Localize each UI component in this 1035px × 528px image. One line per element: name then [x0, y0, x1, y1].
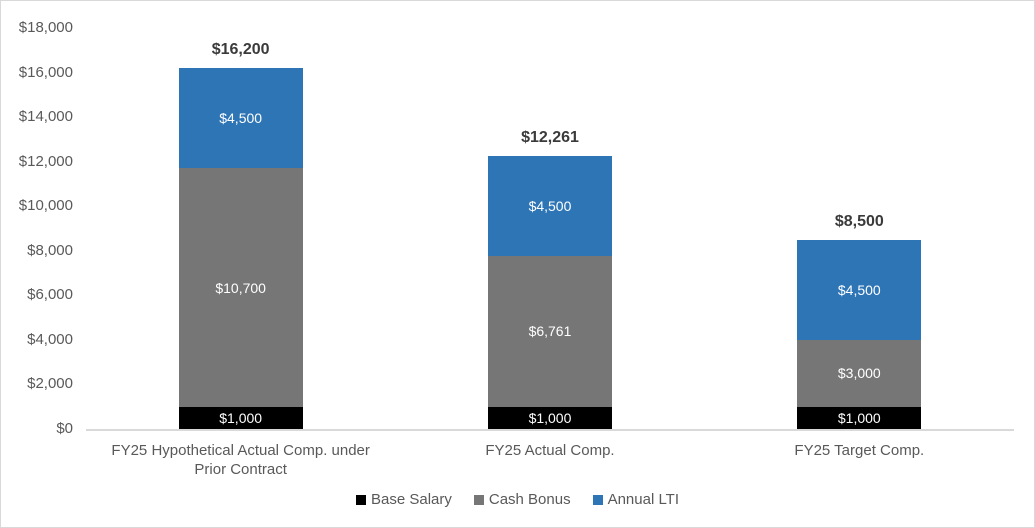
bar-slot: $16,200 $4,500 $10,700 $1,000	[86, 28, 395, 429]
category-label: FY25 Hypothetical Actual Comp. under Pri…	[111, 442, 370, 478]
y-axis-tick-label: $8,000	[27, 241, 73, 259]
bar-total-label: $12,261	[521, 128, 579, 146]
bar-segment-annual-lti: $4,500	[487, 155, 612, 257]
bar-segment-cash-bonus: $3,000	[797, 339, 922, 407]
legend-swatch	[473, 494, 484, 505]
legend-label: Annual LTI	[607, 491, 680, 508]
legend-swatch	[355, 494, 366, 505]
bar-segment-label: $10,700	[215, 279, 266, 296]
y-axis-tick-label: $6,000	[27, 286, 73, 304]
bar-total-label: $8,500	[834, 212, 884, 230]
x-axis-category-labels: FY25 Hypothetical Actual Comp. under Pri…	[86, 441, 1014, 479]
bar-segment-base-salary: $1,000	[487, 406, 612, 429]
bar-segment-label: $3,000	[837, 365, 881, 382]
bar-column: $4,500 $6,761 $1,000	[487, 155, 612, 429]
bar-segment-label: $6,761	[528, 323, 572, 340]
bar-segment-base-salary: $1,000	[178, 406, 303, 429]
legend-label: Cash Bonus	[488, 491, 571, 508]
bar-column: $4,500 $10,700 $1,000	[178, 68, 303, 429]
bar-total-label: $16,200	[211, 41, 270, 59]
y-axis-tick-label: $12,000	[18, 152, 73, 170]
bar-segment-label: $4,500	[219, 110, 263, 127]
bar-segment-label: $4,500	[837, 281, 881, 298]
category-label: FY25 Actual Comp.	[485, 442, 615, 459]
y-axis-tick-label: $14,000	[18, 108, 73, 126]
y-axis-tick-label: $2,000	[27, 375, 73, 393]
bar-segment-annual-lti: $4,500	[797, 239, 922, 340]
legend-swatch	[592, 494, 603, 505]
legend-item: Cash Bonus	[473, 491, 571, 508]
bar-segment-base-salary: $1,000	[797, 406, 922, 429]
legend-label: Base Salary	[370, 491, 452, 508]
legend: Base Salary Cash Bonus Annual LTI	[1, 491, 1034, 508]
y-axis-tick-label: $16,000	[18, 63, 73, 81]
plot-area: $16,200 $4,500 $10,700 $1,000 $12,261 $4,500 $…	[86, 28, 1014, 429]
bar-segment-label: $1,000	[837, 409, 881, 426]
x-axis-line	[86, 429, 1014, 431]
bar-segment-label: $4,500	[528, 198, 572, 214]
y-axis-tick-label: $18,000	[18, 19, 73, 36]
bar-segment-cash-bonus: $6,761	[487, 256, 612, 407]
legend-item: Base Salary	[355, 491, 452, 508]
legend-item: Annual LTI	[592, 491, 680, 508]
bar-segment-cash-bonus: $10,700	[178, 168, 303, 407]
y-axis: $0 $2,000 $4,000 $6,000 $8,000 $10,000 $12,000…	[1, 1, 73, 527]
bar-slot: $12,261 $4,500 $6,761 $1,000	[395, 28, 704, 429]
bar-column: $4,500 $3,000 $1,000	[797, 239, 922, 429]
bar-slot: $8,500 $4,500 $3,000 $1,000	[705, 28, 1014, 429]
bar-segment-annual-lti: $4,500	[178, 68, 303, 169]
y-axis-tick-label: $4,000	[27, 330, 73, 348]
bar-segment-label: $1,000	[219, 409, 263, 426]
category-label: FY25 Target Comp.	[794, 442, 925, 459]
y-axis-tick-label: $0	[56, 420, 73, 437]
y-axis-tick-label: $10,000	[18, 197, 73, 215]
bar-segment-label: $1,000	[528, 409, 572, 426]
